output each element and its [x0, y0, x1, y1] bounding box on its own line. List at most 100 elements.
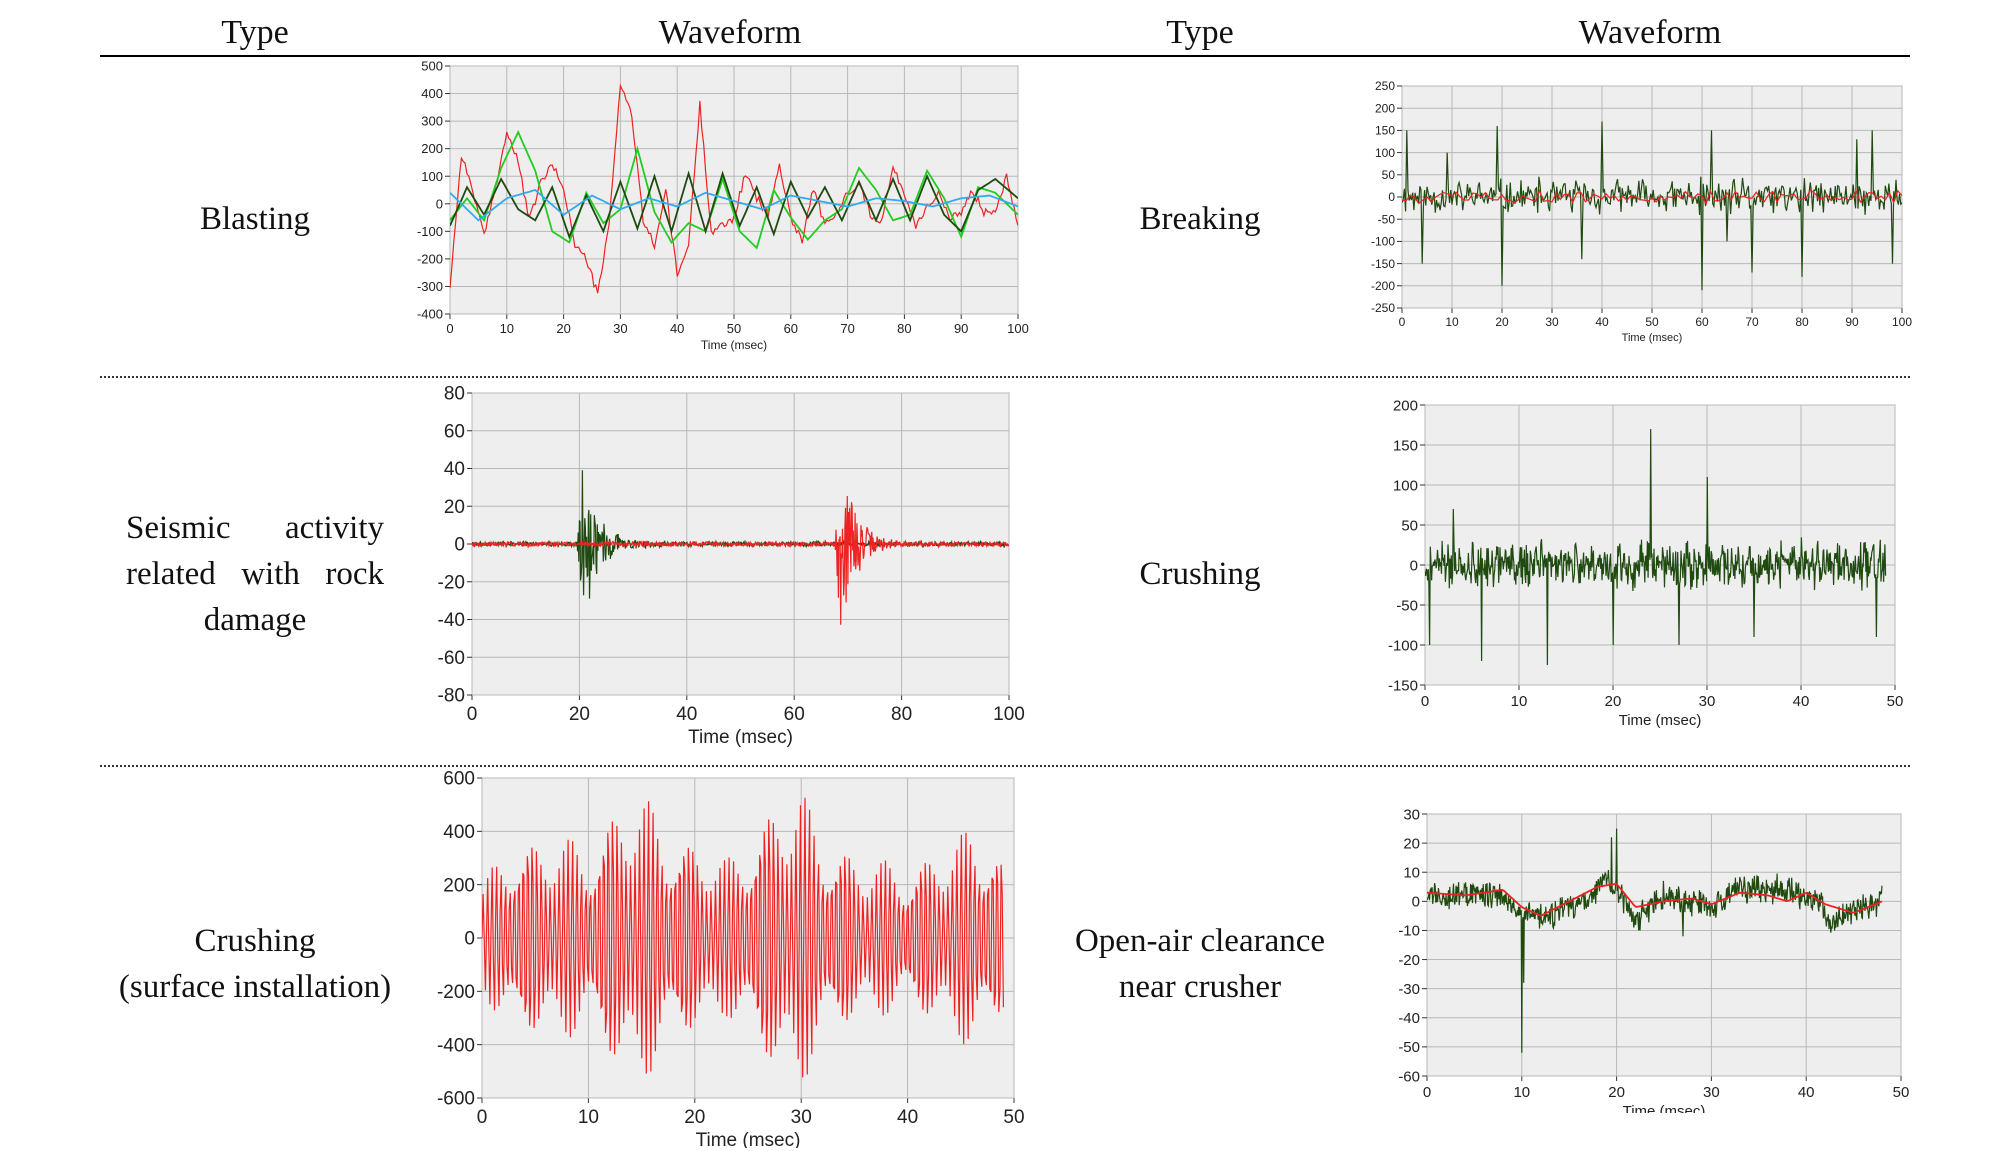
y-tick-label: 200 [1393, 397, 1418, 414]
y-tick-label: -400 [417, 307, 443, 322]
series-line-0 [1425, 428, 1887, 666]
plot-area [1426, 813, 1902, 1077]
x-axis-label: Time (msec) [701, 338, 767, 352]
x-tick-label: 50 [1893, 1084, 1910, 1101]
type-label-breaking: Breaking [1139, 201, 1261, 237]
y-tick-label: 20 [444, 497, 465, 518]
x-tick-label: 100 [1007, 321, 1029, 336]
y-tick-label: 500 [421, 59, 443, 74]
x-tick-label: 40 [1793, 693, 1810, 710]
x-tick-label: 0 [467, 704, 478, 725]
type-label-crushing: Crushing [1139, 556, 1261, 592]
y-tick-label: 10 [1403, 864, 1420, 881]
y-tick-label: -100 [417, 224, 443, 239]
series-line-1 [450, 129, 1018, 250]
chart-seismic: 0 20 40 60 80 100 -80 -60 -40 -20 0 20 40 60 80 Time (m… [438, 385, 1025, 748]
type-label-crushing-surface: Crushing (surface installation) [118, 923, 392, 1005]
x-tick-label: 30 [1699, 693, 1716, 710]
y-tick-label: 80 [444, 385, 465, 405]
y-tick-label: 600 [443, 769, 475, 790]
x-tick-label: 50 [1887, 693, 1904, 710]
x-tick-label: 40 [1798, 1084, 1815, 1101]
x-tick-label: 30 [791, 1107, 812, 1128]
y-tick-label: 0 [436, 196, 443, 211]
x-tick-label: 50 [1645, 315, 1659, 329]
y-tick-label: 300 [421, 114, 443, 129]
x-axis-label: Time (msec) [696, 1130, 801, 1148]
header-type-right: Type [1166, 14, 1234, 51]
y-tick-label: -20 [438, 572, 465, 593]
y-tick-label: 150 [1393, 437, 1418, 454]
y-tick-label: -20 [1398, 952, 1420, 969]
chart-crushing-surface: 0 10 20 30 40 50 -600 -400 -200 0 200 400 600 Time (m… [437, 769, 1025, 1148]
y-tick-label: 0 [1412, 894, 1420, 911]
type-label-seismic: Seismic activity related with rock damag… [126, 510, 384, 638]
y-tick-label: 200 [443, 875, 475, 896]
x-tick-label: 0 [1423, 1084, 1431, 1101]
y-tick-label: -150 [1371, 257, 1395, 271]
chart-crushing: 0 10 20 30 40 50 -150 -100 -50 0 50 100 150 200 Time (… [1388, 397, 1904, 729]
y-tick-label: -600 [437, 1089, 475, 1110]
x-tick-label: 30 [1545, 315, 1559, 329]
chart-breaking: 0 10 20 30 40 50 60 70 80 90 100 -250 -200 -150 -100 -5… [1371, 79, 1912, 344]
y-tick-label: 20 [1403, 835, 1420, 852]
x-tick-label: 40 [676, 704, 697, 725]
x-tick-label: 70 [1745, 315, 1759, 329]
y-tick-label: -30 [1398, 981, 1420, 998]
y-tick-label: 100 [421, 169, 443, 184]
y-tick-label: -250 [1371, 301, 1395, 315]
series-line-2 [450, 170, 1018, 240]
y-tick-label: 30 [1403, 808, 1420, 823]
plot-area [1424, 404, 1896, 686]
x-tick-label: 0 [1399, 315, 1406, 329]
x-tick-label: 0 [446, 321, 453, 336]
y-tick-label: 150 [1375, 124, 1395, 138]
x-tick-label: 60 [784, 704, 805, 725]
x-tick-label: 20 [1608, 1084, 1625, 1101]
x-tick-label: 10 [578, 1107, 599, 1128]
x-tick-label: 10 [1513, 1084, 1530, 1101]
x-tick-label: 50 [1003, 1107, 1024, 1128]
series-line-0 [1402, 121, 1902, 291]
y-tick-label: 100 [1375, 146, 1395, 160]
y-tick-label: 400 [421, 86, 443, 101]
x-axis-label: Time (msec) [1623, 1103, 1706, 1113]
x-axis-label: Time (msec) [1619, 712, 1702, 729]
series-line-0 [1427, 828, 1883, 1053]
x-tick-label: 90 [1845, 315, 1859, 329]
x-tick-label: 20 [1495, 315, 1509, 329]
x-axis-label: Time (msec) [1622, 332, 1683, 344]
y-tick-label: 100 [1393, 477, 1418, 494]
x-tick-label: 60 [784, 321, 798, 336]
header-waveform-right: Waveform [1578, 14, 1722, 51]
y-tick-label: 250 [1375, 79, 1395, 93]
y-tick-label: -80 [438, 686, 465, 707]
x-tick-label: 80 [897, 321, 911, 336]
series-line-3 [450, 188, 1018, 222]
x-tick-label: 40 [897, 1107, 918, 1128]
y-tick-label: 0 [464, 929, 475, 950]
y-tick-label: 0 [454, 535, 465, 556]
x-tick-label: 0 [1421, 693, 1429, 710]
y-tick-label: 200 [421, 141, 443, 156]
x-tick-label: 100 [993, 704, 1025, 725]
y-tick-label: -200 [417, 251, 443, 266]
x-tick-label: 60 [1695, 315, 1709, 329]
x-tick-label: 10 [500, 321, 514, 336]
y-tick-label: -10 [1398, 923, 1420, 940]
header-type-left: Type [221, 14, 289, 51]
chart-blasting: 0 10 20 30 40 50 60 70 80 90 100 -400 -300 -200 -100 0 1… [417, 59, 1029, 352]
series-line-1 [1427, 883, 1883, 917]
x-tick-label: 10 [1445, 315, 1459, 329]
x-tick-label: 0 [477, 1107, 488, 1128]
type-label-open-air: Open-air clearance near crusher [1074, 923, 1326, 1005]
x-tick-label: 40 [670, 321, 684, 336]
y-tick-label: -200 [1371, 279, 1395, 293]
x-tick-label: 80 [891, 704, 912, 725]
x-tick-label: 20 [1605, 693, 1622, 710]
y-tick-label: 40 [444, 459, 465, 480]
row-divider-1 [100, 376, 1910, 378]
y-tick-label: -400 [437, 1035, 475, 1056]
y-tick-label: -100 [1371, 235, 1395, 249]
x-tick-label: 70 [840, 321, 854, 336]
